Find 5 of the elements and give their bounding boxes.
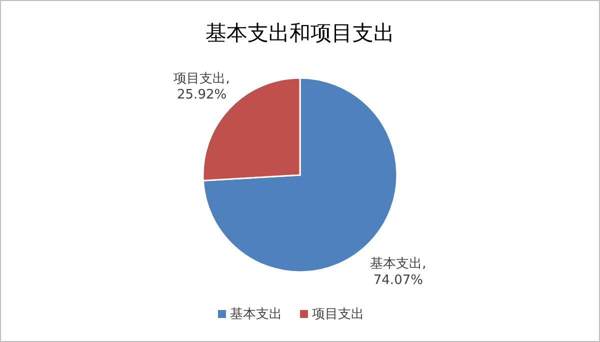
chart-title: 基本支出和项目支出 [206,21,394,45]
data-label: 项目支出, 25.92% [174,71,230,103]
data-label: 基本支出, 74.07% [370,256,426,288]
legend-label: 基本支出 [230,307,282,322]
legend-label: 项目支出 [312,307,364,322]
